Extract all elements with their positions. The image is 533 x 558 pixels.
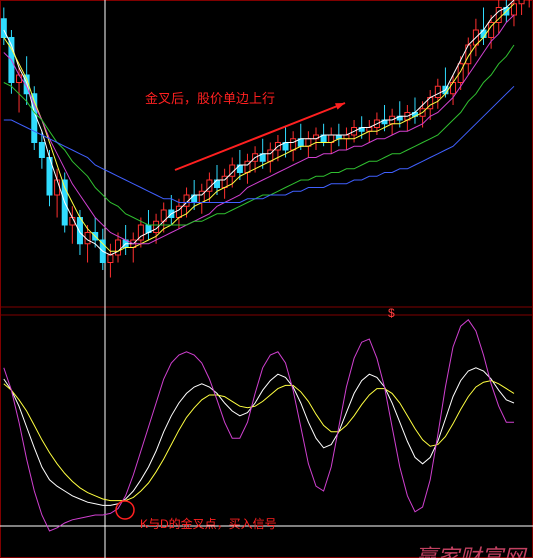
uptrend-annotation: 金叉后，股价单边上行: [145, 88, 275, 107]
watermark: 赢家财富网: [415, 540, 525, 558]
golden-cross-annotation: K与D的金叉点，买入信号: [140, 515, 277, 532]
chart-svg: [0, 0, 533, 558]
s-marker: $: [388, 306, 395, 320]
stock-chart-container: 金叉后，股价单边上行 $ K与D的金叉点，买入信号 赢家财富网: [0, 0, 533, 558]
